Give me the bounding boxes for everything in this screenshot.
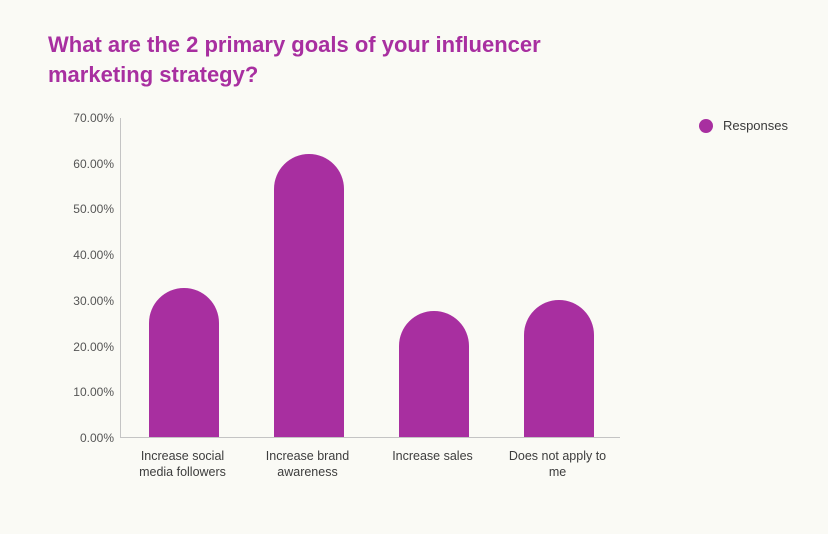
x-label: Increase social media followers	[126, 448, 239, 481]
bar	[399, 311, 469, 437]
bar	[149, 288, 219, 437]
plot-area	[120, 118, 620, 438]
y-tick: 30.00%	[48, 294, 114, 308]
x-label: Increase sales	[376, 448, 489, 464]
y-tick: 0.00%	[48, 431, 114, 445]
y-tick: 60.00%	[48, 157, 114, 171]
y-tick: 70.00%	[48, 111, 114, 125]
y-tick: 50.00%	[48, 202, 114, 216]
legend-swatch	[699, 119, 713, 133]
legend-label: Responses	[723, 118, 788, 133]
chart-title: What are the 2 primary goals of your inf…	[48, 30, 648, 89]
y-tick: 20.00%	[48, 340, 114, 354]
bar-chart: 0.00% 10.00% 20.00% 30.00% 40.00% 50.00% 60.00…	[48, 118, 638, 513]
bar	[524, 300, 594, 437]
legend: Responses	[699, 118, 788, 133]
y-tick: 40.00%	[48, 248, 114, 262]
x-label: Does not apply to me	[501, 448, 614, 481]
y-tick: 10.00%	[48, 385, 114, 399]
x-label: Increase brand awareness	[251, 448, 364, 481]
bar	[274, 154, 344, 437]
